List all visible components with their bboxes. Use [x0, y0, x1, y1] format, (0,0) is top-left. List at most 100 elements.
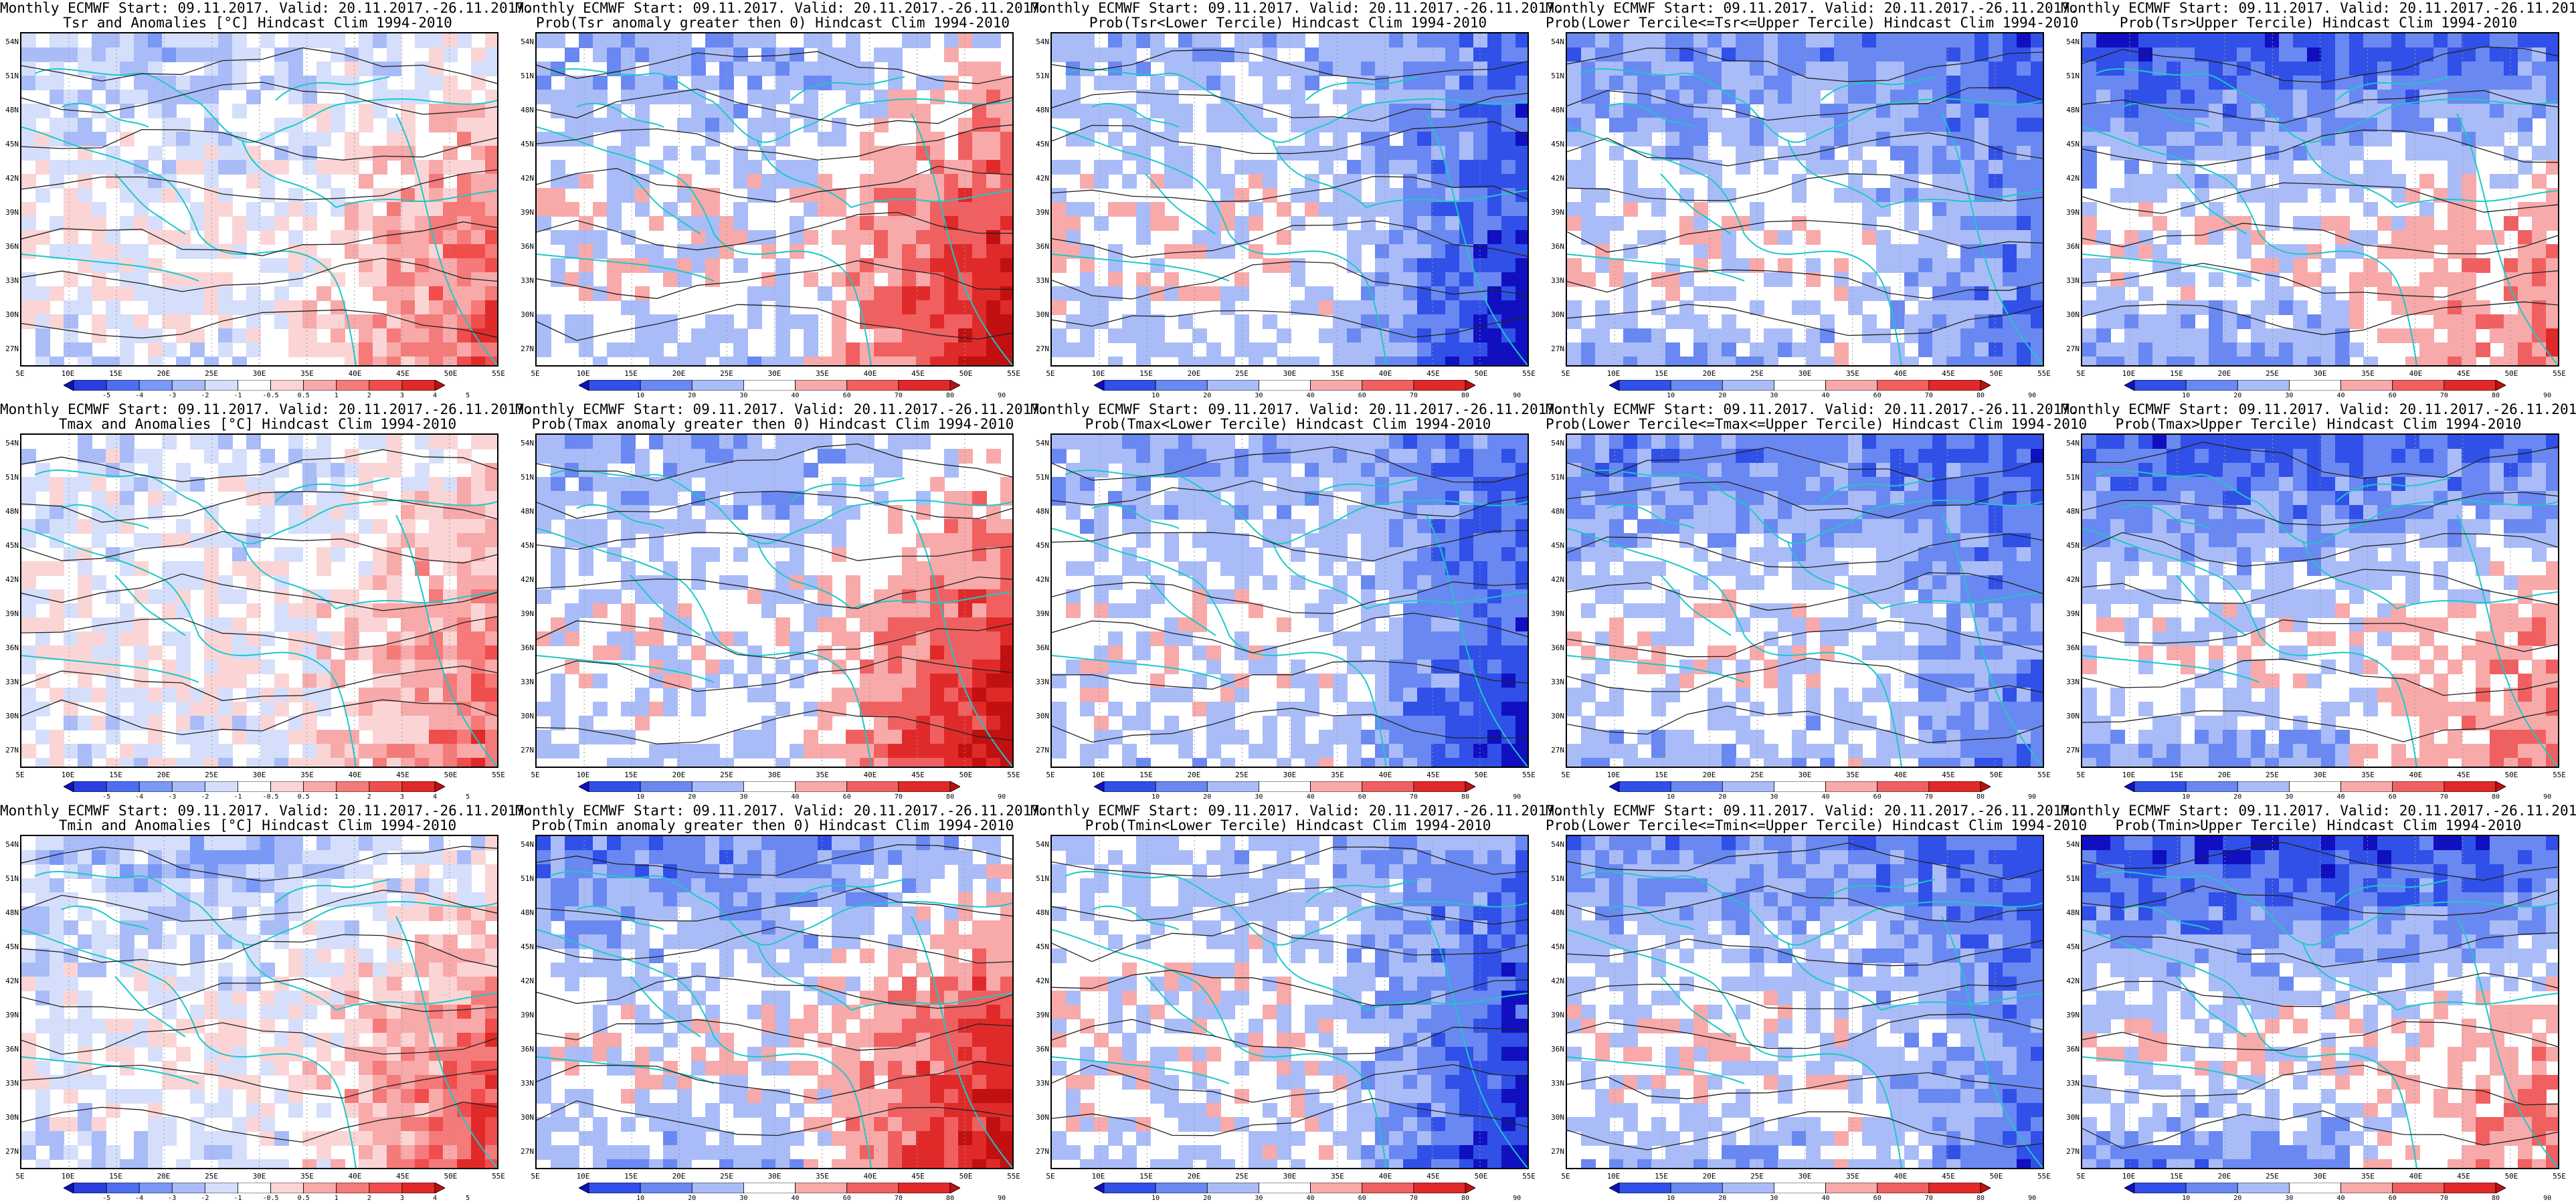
shading-cell — [1989, 76, 2003, 90]
shading-cell — [471, 491, 486, 506]
coastline — [335, 591, 497, 609]
shading-cell — [359, 603, 373, 618]
colorbar-tick-label: 40 — [2336, 392, 2345, 399]
shading-cell — [1736, 76, 1750, 90]
shading-cell — [1347, 505, 1362, 520]
shading-cell — [972, 90, 987, 104]
shading-cell — [190, 702, 205, 716]
shading-cell — [2017, 314, 2031, 329]
shading-cell — [429, 688, 444, 702]
panel-header-line: Monthly ECMWF Start: 09.11.2017. Valid: … — [2061, 0, 2576, 16]
colorbar-segment — [73, 781, 107, 792]
shading-cell — [1946, 216, 1961, 231]
coastline — [630, 173, 701, 235]
shading-cell — [373, 463, 387, 478]
shading-cell — [761, 286, 776, 301]
shading-cell — [1249, 62, 1263, 76]
shading-cell — [1567, 104, 1582, 118]
shading-cell — [1361, 547, 1376, 562]
field-shading-svg — [21, 435, 497, 767]
shading-cell — [331, 33, 345, 48]
shading-cell — [120, 435, 134, 449]
shading-cell — [1150, 202, 1165, 217]
shading-cell — [331, 47, 345, 62]
shading-cell — [972, 286, 987, 301]
shading-cell — [148, 62, 163, 76]
shading-cell — [345, 505, 359, 520]
shading-cell — [1918, 230, 1933, 245]
shading-cell — [288, 603, 303, 618]
shading-cell — [972, 328, 987, 343]
shading-cell — [761, 533, 776, 548]
contour-line — [21, 491, 497, 523]
shading-cell — [485, 174, 497, 189]
shading-cell — [176, 132, 191, 146]
shading-cell — [1361, 62, 1376, 76]
shading-cell — [2405, 33, 2420, 48]
colorbar-tick-label: -3 — [168, 392, 177, 399]
shading-cell — [1333, 146, 1348, 161]
lat-tick-label: 54N — [1551, 37, 1564, 46]
shading-cell — [1178, 314, 1193, 329]
shading-cell — [1595, 104, 1610, 118]
colorbar-segment — [846, 781, 899, 792]
shading-cell — [35, 617, 50, 632]
shading-cell — [176, 645, 191, 660]
shading-cell — [345, 314, 359, 329]
shading-cell — [302, 314, 317, 329]
shading-cell — [457, 533, 472, 548]
shading-cell — [2321, 258, 2336, 273]
shading-cell — [21, 118, 36, 132]
shading-cell — [2462, 104, 2476, 118]
shading-cell — [1501, 477, 1516, 492]
shading-cell — [2152, 342, 2167, 357]
shading-cell — [176, 146, 191, 161]
shading-cell — [2181, 33, 2195, 48]
shading-cell — [1164, 660, 1179, 674]
shading-cell — [1319, 463, 1333, 478]
shading-cell — [2335, 216, 2350, 231]
shading-cell — [1806, 272, 1821, 287]
shading-cell — [1487, 76, 1502, 90]
shading-cell — [1806, 258, 1821, 273]
shading-cell — [1403, 603, 1418, 618]
shading-cell — [1595, 314, 1610, 329]
shading-cell — [2096, 47, 2111, 62]
shading-cell — [92, 660, 106, 674]
shading-cell — [302, 716, 317, 730]
shading-cell — [747, 477, 762, 492]
shading-cell — [1347, 160, 1362, 175]
shading-cell — [1263, 435, 1277, 449]
shading-cell — [260, 688, 275, 702]
shading-cell — [21, 744, 36, 759]
shading-cell — [401, 505, 416, 520]
shading-cell — [21, 477, 36, 492]
shading-cell — [607, 272, 622, 287]
coastline — [850, 190, 1012, 208]
shading-cell — [176, 230, 191, 245]
shading-cell — [1417, 188, 1432, 203]
shading-cell — [1220, 357, 1235, 365]
coastline — [2175, 173, 2247, 235]
shading-cell — [1375, 314, 1390, 329]
shading-cell — [1487, 230, 1502, 245]
shading-cell — [677, 357, 692, 365]
shading-cell — [930, 477, 945, 492]
shading-cell — [1431, 575, 1446, 590]
shading-cell — [1918, 118, 1933, 132]
shading-cell — [930, 328, 945, 343]
shading-cell — [705, 104, 720, 118]
shading-cell — [1080, 561, 1095, 576]
shading-cell — [387, 47, 401, 62]
shading-cell — [373, 33, 387, 48]
shading-cell — [1164, 244, 1179, 259]
shading-cell — [677, 188, 692, 203]
shading-cell — [232, 328, 247, 343]
shading-cell — [986, 33, 1001, 48]
shading-cell — [485, 104, 497, 118]
shading-cell — [804, 357, 818, 365]
colorbar-tick-label: 80 — [945, 392, 955, 399]
shading-cell — [78, 357, 92, 365]
shading-cell — [1431, 328, 1446, 343]
shading-cell — [986, 328, 1001, 343]
